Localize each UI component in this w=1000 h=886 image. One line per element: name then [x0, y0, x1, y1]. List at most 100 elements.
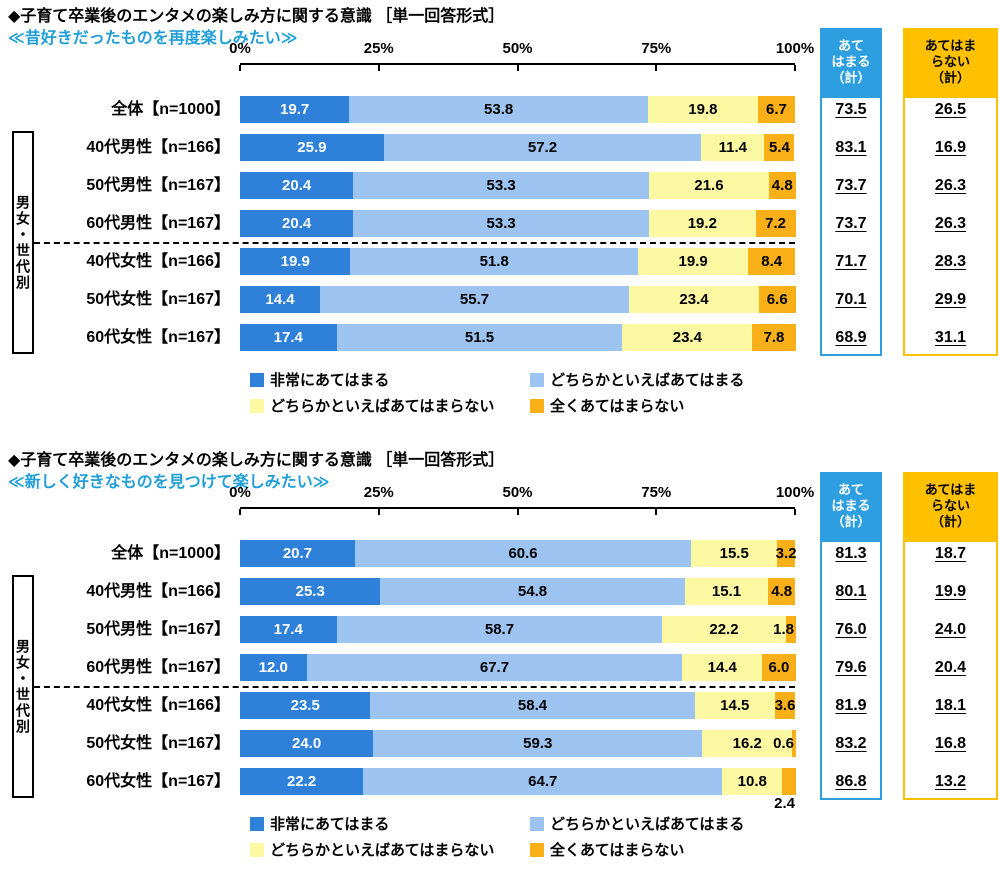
bar-segment	[649, 172, 769, 199]
row-label: 40代男性【n=166】	[86, 583, 230, 600]
bar-segment	[240, 768, 364, 795]
agree-total-number: 73.7	[835, 215, 867, 232]
agree-total-value: 86.8	[822, 768, 880, 795]
agree-header-line: あて	[838, 482, 864, 497]
bar-segment	[240, 540, 355, 567]
bar-value-label: 24.0	[291, 735, 322, 752]
agree-total-number: 81.3	[835, 545, 867, 562]
axis-tick-labels: 0% 25% 50% 75% 100%	[229, 40, 814, 60]
disagree-total-column: 18.7 19.9 24.0 20.4 18.1 16.8 13.2	[903, 540, 998, 800]
agree-header-line: あて	[838, 38, 864, 53]
bar-value-label: 21.6	[694, 177, 724, 194]
bar-segment	[240, 286, 320, 313]
bar-value-label: 12.0	[258, 659, 288, 676]
bar-segment	[350, 248, 638, 275]
legend-swatch	[250, 817, 264, 831]
disagree-total-value: 16.8	[905, 730, 996, 757]
agree-total-number: 76.0	[835, 621, 867, 638]
bar-segment	[748, 248, 795, 275]
legend-swatch	[530, 373, 544, 387]
bar-segment	[768, 578, 795, 605]
bar-segment	[336, 616, 663, 643]
agree-total-column: 81.3 80.1 76.0 79.6 81.9 83.2 86.8	[820, 540, 882, 800]
disagree-header-line: あてはま	[924, 482, 977, 497]
agree-total-value: 73.7	[822, 210, 880, 237]
bar-value-label: 0.6	[773, 735, 794, 752]
bar-segment	[240, 134, 384, 161]
bar-segment	[240, 96, 350, 123]
agree-total-value: 81.9	[822, 692, 880, 719]
disagree-header-line: あてはま	[924, 38, 977, 53]
disagree-total-value: 20.4	[905, 654, 996, 681]
agree-total-number: 83.2	[835, 735, 867, 752]
bar-value-label: 53.3	[486, 215, 516, 232]
agree-total-number: 81.9	[835, 697, 867, 714]
chart-section-past-favorites: ◆子育て卒業後のエンタメの楽しみ方に関する意識 ［単一回答形式］ ≪昔好きだった…	[0, 0, 1000, 440]
bar-segment	[637, 248, 749, 275]
bar-row: 20.4 53.3 19.2 7.2	[240, 210, 796, 237]
bar-segment	[240, 210, 354, 237]
disagree-total-value: 26.5	[905, 96, 996, 123]
bar-segment	[319, 286, 630, 313]
axis-line	[239, 507, 796, 515]
agree-total-value: 73.5	[822, 96, 880, 123]
bar-segment	[629, 286, 759, 313]
axis-tick-mark	[377, 509, 380, 515]
bar-value-label: 11.4	[718, 139, 748, 156]
bar-segment	[353, 210, 650, 237]
row-label: 40代男性【n=166】	[86, 139, 230, 156]
agree-total-column: 73.5 83.1 73.7 73.7 71.7 70.1 68.9	[820, 96, 882, 356]
bar-value-label: 20.7	[282, 545, 313, 562]
legend-item: どちらかといえばあてはまらない	[250, 840, 494, 862]
legend-item: 非常にあてはまる	[250, 814, 389, 836]
legend: 非常にあてはまる どちらかといえばあてはまる どちらかといえばあてはまらない 全くあて…	[250, 370, 850, 424]
bar-row: 19.9 51.8 19.9 8.4	[240, 248, 795, 275]
bar-segment	[240, 730, 374, 757]
bar-value-label: 25.3	[295, 583, 325, 600]
agree-total-number: 80.1	[835, 583, 867, 600]
gender-separator-line	[34, 686, 795, 688]
disagree-total-value: 26.3	[905, 210, 996, 237]
bar-segment	[694, 692, 775, 719]
bar-value-label: 67.7	[479, 659, 510, 676]
axis-tick-label: 25%	[363, 40, 394, 57]
disagree-total-value: 28.3	[905, 248, 996, 275]
axis-tick-mark	[655, 65, 658, 71]
agree-total-value: 83.2	[822, 730, 880, 757]
bar-value-label: 7.8	[763, 329, 785, 346]
bar-segment	[662, 616, 786, 643]
disagree-total-value: 31.1	[905, 324, 996, 351]
bar-segment	[758, 286, 796, 313]
legend-label: 全くあてはまらない	[550, 398, 685, 415]
bar-segment	[777, 540, 795, 567]
bar-value-label: 14.4	[265, 291, 295, 308]
agree-total-header: あて はまる （計）	[820, 472, 882, 540]
bar-segment	[782, 768, 796, 795]
legend-item: 非常にあてはまる	[250, 370, 389, 392]
bar-row: 25.3 54.8 15.1 4.8	[240, 578, 795, 605]
axis-line	[239, 63, 796, 71]
bar-segment	[353, 172, 650, 199]
agree-total-value: 73.7	[822, 172, 880, 199]
legend-swatch	[530, 843, 544, 857]
bar-row: 17.4 58.7 22.2 1.8	[240, 616, 796, 643]
agree-total-value: 68.9	[822, 324, 880, 351]
legend-item: どちらかといえばあてはまらない	[250, 396, 494, 418]
bar-value-label: 14.5	[720, 697, 750, 714]
bar-value-label: 51.8	[479, 253, 509, 270]
bar-value-label: 60.6	[508, 545, 538, 562]
bar-segment	[647, 96, 758, 123]
bar-row: 19.7 53.8 19.8 6.7	[240, 96, 795, 123]
disagree-total-number: 24.0	[934, 621, 967, 638]
row-labels: 全体【n=1000】 40代男性【n=166】 50代男性【n=167】 60代男性【…	[0, 96, 234, 362]
bar-value-label: 10.8	[737, 773, 767, 790]
agree-total-value: 71.7	[822, 248, 880, 275]
bar-segment	[240, 248, 351, 275]
bar-segment	[354, 540, 692, 567]
disagree-total-header: あてはま らない （計）	[903, 472, 998, 540]
bar-segment	[370, 692, 695, 719]
agree-total-value: 79.6	[822, 654, 880, 681]
bar-value-label: 3.2	[775, 545, 797, 562]
bar-value-label: 6.7	[765, 101, 787, 118]
bar-value-label: 22.2	[286, 773, 317, 790]
